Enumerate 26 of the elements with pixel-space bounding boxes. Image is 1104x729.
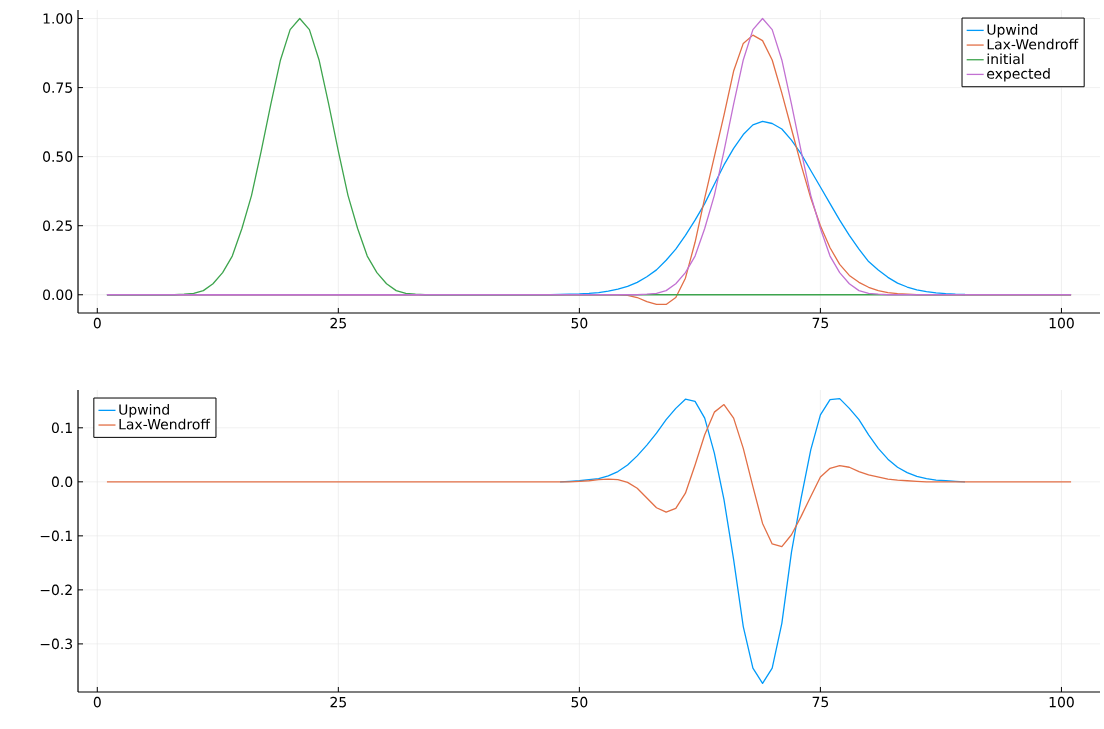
legend-label: initial — [987, 53, 1024, 65]
x-tick-label: 25 — [330, 317, 346, 329]
legend-label: Lax-Wendroff — [119, 418, 211, 430]
y-tick-label: −0.3 — [40, 638, 73, 650]
y-tick-label: 0.00 — [43, 289, 73, 301]
y-tick-label: 1.00 — [43, 13, 73, 24]
x-tick-label: 100 — [1049, 696, 1074, 708]
x-tick-label: 50 — [571, 696, 588, 708]
legend-label: Upwind — [987, 24, 1038, 38]
y-tick-label: 0.0 — [51, 476, 73, 488]
y-tick-label: 0.25 — [43, 220, 72, 231]
y-tick-label: −0.2 — [40, 584, 72, 596]
y-tick-label: 0.50 — [43, 151, 73, 162]
y-tick-label: 0.75 — [43, 82, 72, 93]
y-tick-label: 0.1 — [51, 422, 72, 434]
x-tick-label: 100 — [1049, 317, 1074, 329]
x-tick-label: 0 — [93, 696, 101, 708]
x-tick-label: 0 — [93, 317, 101, 329]
legend-label: Lax-Wendroff — [987, 38, 1079, 50]
x-tick-label: 75 — [812, 317, 829, 329]
legend-label: Upwind — [119, 404, 169, 418]
x-tick-label: 50 — [571, 317, 588, 329]
x-tick-label: 25 — [330, 696, 346, 708]
legend-label: expected — [987, 68, 1050, 82]
y-tick-label: −0.1 — [40, 530, 72, 542]
x-tick-label: 75 — [812, 696, 829, 708]
